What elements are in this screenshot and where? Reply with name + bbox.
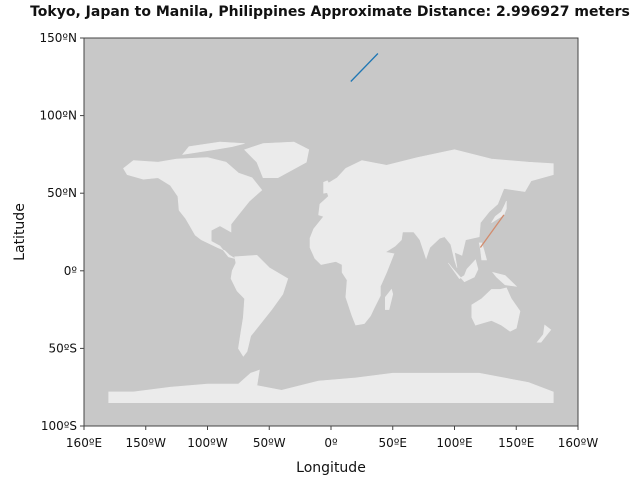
y-tick-label: 150ºN <box>39 31 77 45</box>
landmass-new-guinea <box>492 271 518 287</box>
landmass-canadian-archipelago <box>182 141 245 155</box>
series-line-1 <box>350 53 379 82</box>
x-tick-label: 50ºW <box>253 436 286 450</box>
landmass-new-zealand <box>536 324 552 343</box>
landmass-antarctica <box>108 369 554 404</box>
x-tick-label: 160ºW <box>558 436 599 450</box>
x-tick-label: 150ºE <box>498 436 534 450</box>
x-tick-label: 100ºE <box>436 436 472 450</box>
landmass-madagascar <box>384 288 394 310</box>
y-tick-label: 0º <box>64 264 78 278</box>
y-axis-label: Latitude <box>12 203 28 261</box>
landmass-borneo-sumatra <box>448 259 479 283</box>
world-map-land <box>108 141 554 404</box>
landmass-north-america <box>123 157 263 259</box>
landmass-australia <box>471 287 521 332</box>
landmass-eurasia-africa <box>309 149 554 326</box>
x-axis: 160ºE 150ºW 100ºW 50ºW 0º 50ºE 100ºE 150ºE 160ºW <box>66 426 598 450</box>
series-line-2 <box>479 214 505 248</box>
y-tick-label: 50ºS <box>48 341 77 355</box>
y-axis: 150ºN 100ºN 50ºN 0º 50ºS 100ºS <box>39 31 84 433</box>
x-tick-label: 0º <box>324 436 338 450</box>
y-tick-label: 100ºS <box>41 419 77 433</box>
y-tick-label: 50ºN <box>47 186 77 200</box>
x-tick-label: 50ºE <box>378 436 407 450</box>
landmass-britain <box>323 180 334 194</box>
x-tick-label: 150ºW <box>126 436 167 450</box>
landmass-japan <box>491 200 507 223</box>
landmass-greenland <box>244 141 310 178</box>
chart-title: Tokyo, Japan to Manila, Philippines Appr… <box>30 4 630 20</box>
x-tick-label: 160ºE <box>66 436 102 450</box>
series-layer <box>350 53 505 248</box>
x-tick-label: 100ºW <box>187 436 228 450</box>
x-axis-label: Longitude <box>296 460 366 476</box>
y-tick-label: 100ºN <box>39 109 77 123</box>
landmass-south-america <box>230 254 289 357</box>
